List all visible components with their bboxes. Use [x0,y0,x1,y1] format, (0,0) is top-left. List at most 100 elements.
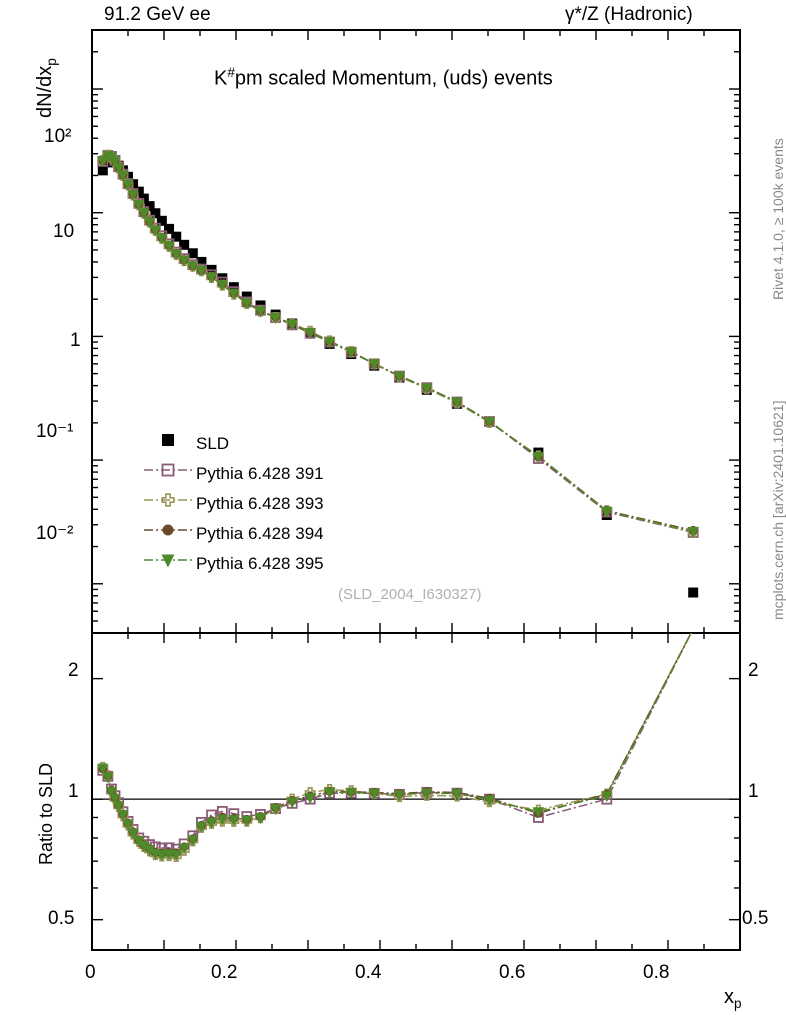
ratio-ytick-2-left: 2 [68,660,79,681]
legend-label-394: Pythia 6.428 394 [196,524,324,543]
ratio-line-pythia-6.428-393 [102,633,692,858]
data-marker [127,828,139,840]
data-marker [156,850,168,862]
data-marker [170,850,182,862]
data-marker [178,843,190,855]
plot-title-post: pm scaled Momentum, (uds) events [234,67,553,90]
ratio-ytick-1-right: 1 [748,781,759,802]
x-axis-label: xp [724,986,742,1011]
data-marker [97,165,108,176]
xtick-0: 0 [85,962,96,983]
series-line-pythia-6.428-394 [102,154,694,532]
data-marker [105,787,117,799]
data-marker [532,807,544,819]
series-line-pythia-6.428-391 [102,154,694,534]
ratio-panel-frame [91,632,741,951]
data-marker [345,787,357,799]
main-ytick-0p1: 10⁻¹ [36,421,74,442]
data-marker [162,524,174,536]
ratio-ytick-2-right: 2 [748,660,759,681]
data-marker [368,359,380,371]
data-marker [304,328,316,340]
data-marker [216,279,228,291]
data-marker [270,804,282,816]
data-marker [117,810,129,822]
data-marker [228,815,240,827]
data-marker [156,215,167,226]
ratio-ytick-0p5-left: 0.5 [48,908,75,929]
data-marker [178,255,190,267]
data-marker [451,789,463,801]
data-marker [368,788,380,800]
data-marker [163,241,175,253]
data-marker [195,265,207,277]
plot-title: K#pm scaled Momentum, (uds) events [214,65,553,91]
header-right-label: γ*/Z (Hadronic) [565,4,693,25]
data-marker [206,817,218,829]
data-marker [393,371,405,383]
x-axis-label-sub: p [734,996,742,1011]
x-axis-label-text: x [724,986,734,1008]
data-marker [216,814,228,826]
data-marker [138,208,150,220]
data-marker [241,298,253,310]
ratio-line-pythia-6.428-394 [102,633,692,854]
legend-label-sld: SLD [196,434,230,453]
data-marker [187,835,199,847]
data-marker [286,319,298,331]
data-marker [254,813,266,825]
header-left-label: 91.2 GeV ee [104,4,211,25]
data-marker [228,289,240,301]
data-marker [138,841,150,853]
data-marker [601,791,613,803]
data-marker [601,506,613,518]
data-marker [164,223,175,234]
data-marker [421,383,433,395]
data-marker [187,248,198,259]
data-marker [144,217,156,229]
data-marker [451,397,463,409]
ratio-ytick-1-left: 1 [68,781,79,802]
data-marker [161,554,175,568]
ratio-line-pythia-6.428-391 [102,633,693,850]
data-marker [156,233,168,245]
main-panel-frame [91,29,741,634]
data-marker [286,797,298,809]
main-ytick-10: 10 [53,221,75,242]
data-marker [345,347,357,359]
xtick-0p6: 0.6 [499,962,526,983]
data-marker [109,793,121,805]
data-marker [324,337,336,349]
data-marker [144,845,156,857]
series-line-pythia-6.428-393 [102,154,694,534]
series-line-pythia-6.428-395 [102,154,694,533]
ratio-ytick-0p5-right: 0.5 [742,908,769,929]
data-marker [270,313,282,325]
data-marker [254,306,266,318]
data-marker [161,463,175,477]
data-marker [206,272,218,284]
data-marker [113,163,125,175]
data-marker [421,788,433,800]
data-marker [149,225,161,237]
data-marker [122,819,134,831]
main-ytick-1: 1 [70,330,81,351]
data-marker [483,417,495,429]
data-marker [117,170,129,182]
legend-label-391: Pythia 6.428 391 [196,464,324,483]
data-marker [97,763,109,775]
data-marker [241,815,253,827]
data-marker [122,180,134,192]
plot-title-sup: # [227,65,235,80]
legend-label-393: Pythia 6.428 393 [196,494,324,513]
data-marker [171,231,182,242]
data-marker [483,795,495,807]
data-marker [532,451,544,463]
xtick-0p4: 0.4 [355,962,382,983]
data-marker [113,801,125,813]
data-marker [393,790,405,802]
data-marker [687,526,699,538]
data-marker [187,261,199,273]
ratio-line-pythia-6.428-395 [102,633,692,856]
